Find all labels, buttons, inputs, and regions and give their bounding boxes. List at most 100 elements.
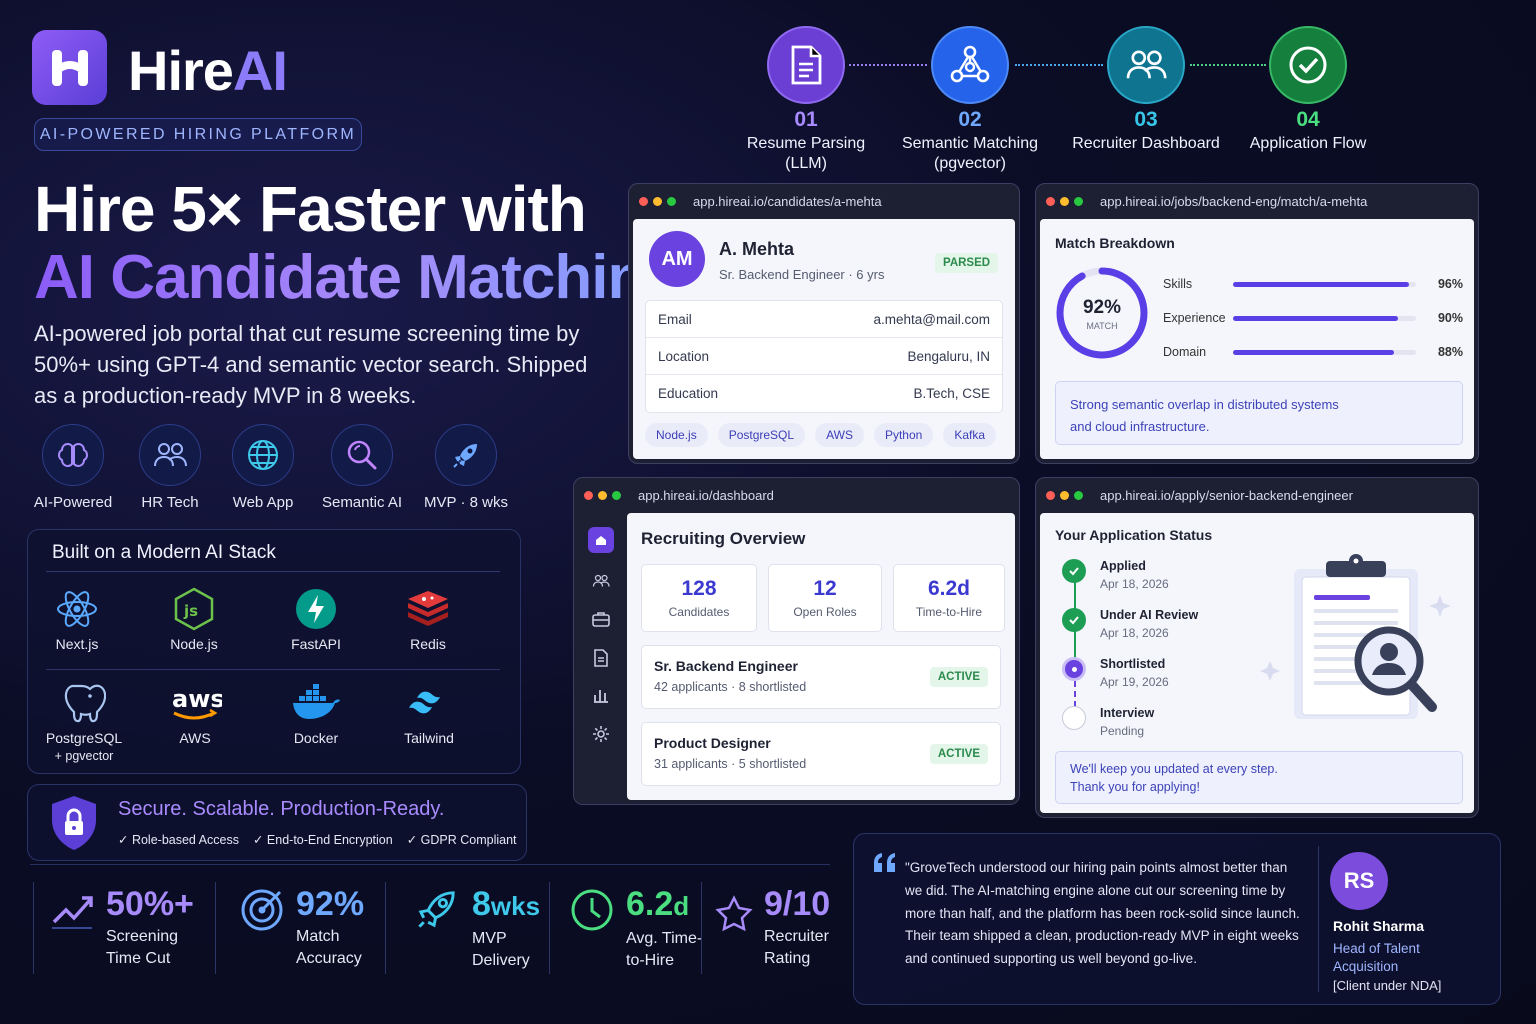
react-atom-icon [57, 591, 97, 627]
candidate-fields: Email a.mehta@mail.com Location Bengaluru,… [645, 300, 1003, 413]
application-title: Your Application Status [1055, 527, 1213, 543]
headline-line1: Hire 5× Faster with [34, 173, 587, 245]
divider [46, 571, 500, 572]
home-icon[interactable] [588, 527, 614, 553]
candidate-role: Sr. Backend Engineer · 6 yrs [719, 267, 885, 282]
users-icon[interactable] [592, 573, 610, 594]
step-semantic-matching: 02 Semantic Matching (pgvector) [890, 26, 1050, 174]
svg-text:js: js [183, 602, 198, 620]
divider [549, 882, 550, 974]
testimonial-note: [Client under NDA] [1333, 978, 1442, 993]
logo-h-icon [51, 49, 88, 86]
connector [1190, 64, 1266, 66]
divider [30, 864, 830, 865]
secure-title: Secure. Scalable. Production-Ready. [118, 798, 445, 820]
candidate-avatar: AM [649, 231, 705, 287]
match-score-label: MATCH [1086, 321, 1118, 331]
tech-postgresql: PostgreSQL + pgvector [29, 680, 139, 765]
fastapi-bolt-icon [296, 589, 336, 629]
status-badge: PARSED [935, 253, 999, 273]
tag-hr-tech: HR Tech [120, 424, 220, 511]
divider [215, 882, 216, 974]
document-icon[interactable] [593, 649, 609, 672]
stat-screening: 50%+ Screening Time Cut [48, 884, 194, 970]
tailwind-icon [409, 691, 440, 714]
window-titlebar: app.hireai.io/dashboard [574, 478, 1019, 513]
tech-nodejs: js Node.js [139, 586, 249, 653]
skill-chip[interactable]: Python [873, 423, 934, 447]
window-url: app.hireai.io/apply/senior-backend-engin… [1100, 488, 1353, 503]
rocket-icon [418, 891, 455, 928]
application-window: app.hireai.io/apply/senior-backend-engin… [1035, 477, 1479, 818]
field-row: Education B.Tech, CSE [658, 386, 990, 401]
skill-chips: Node.js PostgreSQL AWS Python Kafka [645, 423, 996, 447]
magnifier-icon [347, 440, 377, 470]
nodejs-icon: js [174, 587, 214, 631]
check-icon: ✓ [252, 833, 267, 847]
secure-checks: ✓ Role-based Access ✓ End-to-End Encrypt… [118, 832, 517, 847]
candidate-name: A. Mehta [719, 239, 795, 259]
document-icon [791, 45, 822, 85]
skill-chip[interactable]: Node.js [645, 423, 708, 447]
target-icon [241, 889, 283, 931]
briefcase-icon[interactable] [592, 611, 610, 632]
skill-chip[interactable]: PostgreSQL [717, 423, 806, 447]
logo-mark [32, 30, 107, 105]
tag-web-app: Web App [213, 424, 313, 511]
divider [46, 669, 500, 670]
application-note: We'll keep you updated at every step. Tha… [1055, 751, 1463, 804]
match-bar-row: Skills 96% [1163, 277, 1463, 291]
network-nodes-icon [950, 45, 990, 83]
stack-title: Built on a Modern AI Stack [52, 542, 276, 563]
gear-icon[interactable] [592, 725, 610, 748]
window-titlebar: app.hireai.io/apply/senior-backend-engin… [1036, 478, 1478, 513]
field-row: Email a.mehta@mail.com [646, 301, 1002, 338]
match-bars: Skills 96% Experience 90% Domain 88% [1163, 267, 1463, 369]
check-item: ✓ End-to-End Encryption [252, 833, 393, 847]
check-item: ✓ Role-based Access [118, 833, 239, 847]
hero-description: AI-powered job portal that cut resume sc… [34, 321, 588, 408]
tag-semantic-ai: Semantic AI [312, 424, 412, 511]
skill-chip[interactable]: Kafka [943, 423, 996, 447]
kpi-candidates: 128 Candidates [641, 564, 757, 632]
check-icon: ✓ [118, 833, 132, 847]
trend-up-icon [52, 896, 93, 929]
tech-docker: Docker [261, 680, 371, 747]
status-badge: ACTIVE [929, 744, 988, 764]
match-score: 92% [1082, 297, 1122, 318]
dashboard-window: app.hireai.io/dashboard Recruiting Overv… [573, 477, 1020, 805]
timeline-line [1074, 623, 1076, 661]
match-note: Strong semantic overlap in distributed s… [1055, 381, 1463, 445]
match-bar-fill [1232, 281, 1409, 287]
timeline-step: Interview Pending [1062, 706, 1154, 738]
dashboard-title: Recruiting Overview [641, 529, 806, 548]
testimonial-card [853, 833, 1501, 1005]
bar-chart-icon[interactable] [593, 687, 609, 708]
job-row[interactable]: Sr. Backend Engineer 42 applicants · 8 sh… [641, 645, 1001, 709]
timeline-line [1074, 573, 1076, 618]
window-url: app.hireai.io/candidates/a-mehta [693, 194, 882, 209]
people-icon [154, 443, 187, 467]
status-badge: ACTIVE [929, 667, 988, 687]
current-step-icon [1062, 657, 1086, 681]
check-icon [1062, 559, 1086, 583]
secure-panel [27, 784, 527, 861]
tag-mvp: MVP · 8 wks [416, 424, 516, 511]
check-circle-icon [1289, 46, 1327, 84]
clipboard-illustration-icon [1260, 554, 1451, 719]
tech-tailwind: Tailwind [374, 680, 484, 747]
match-bar-fill [1232, 315, 1398, 321]
brand-name: HireAI [128, 39, 288, 102]
job-row[interactable]: Product Designer 31 applicants · 5 shortl… [641, 722, 1001, 786]
skill-chip[interactable]: AWS [815, 423, 864, 447]
testimonial-title: Head of Talent Acquisition [1333, 941, 1420, 974]
testimonial-quote: "GroveTech understood our hiring pain po… [905, 860, 1300, 967]
star-icon [715, 895, 753, 932]
clock-icon [571, 889, 613, 931]
kpi-time-to-hire: 6.2d Time-to-Hire [893, 564, 1005, 632]
match-score-ring [1056, 267, 1148, 359]
stat-time-to-hire: 6.2d Avg. Time-to-Hire [568, 884, 702, 972]
window-url: app.hireai.io/jobs/backend-eng/match/a-m… [1100, 194, 1368, 209]
tag-ai-powered: AI-Powered [23, 424, 123, 511]
testimonial-name: Rohit Sharma [1333, 918, 1425, 934]
